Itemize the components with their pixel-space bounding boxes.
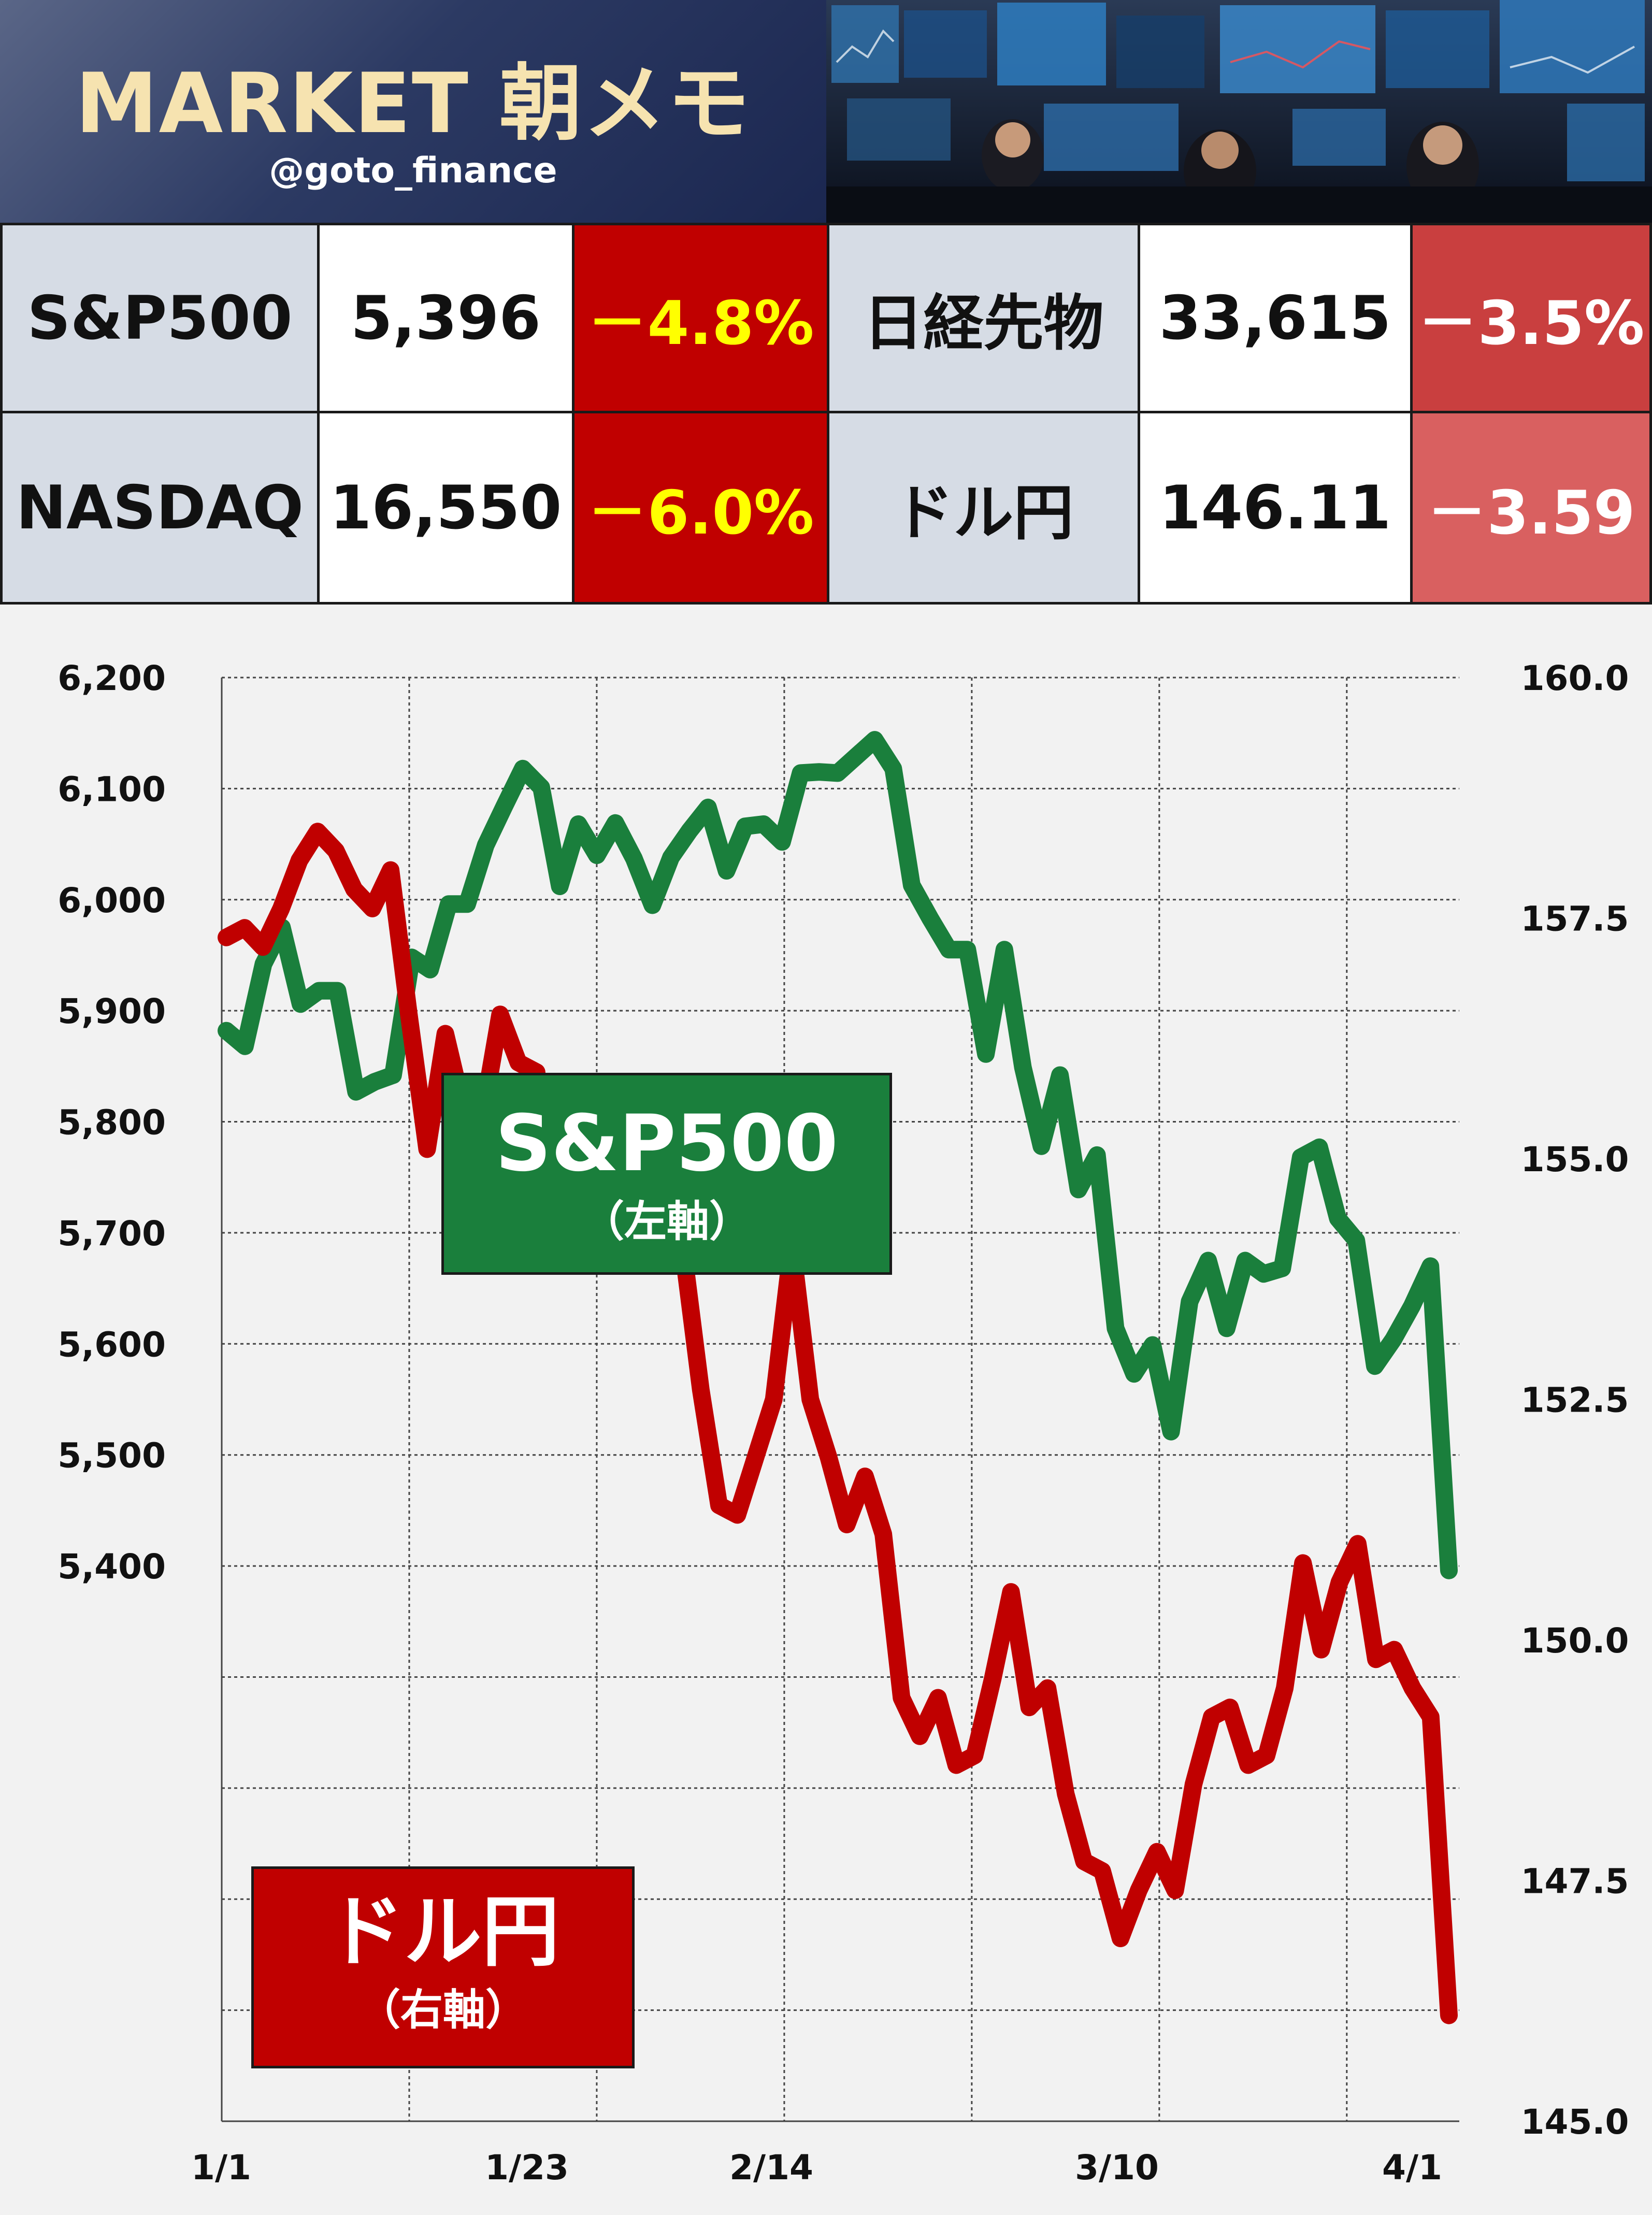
left-axis-tick-label: 5,900 <box>58 991 166 1031</box>
author-handle: @goto_finance <box>269 150 557 191</box>
grid-lines <box>221 677 1459 2122</box>
nasdaq-change: －6.0% <box>572 411 829 605</box>
x-axis-tick-label: 4/1 <box>1382 2148 1442 2188</box>
dual-axis-line-chart: 6,200 6,100 6,000 5,900 5,800 5,700 5,600 5,500… <box>0 605 1652 2215</box>
usdjpy-label: ドル円 <box>827 411 1140 605</box>
right-axis-tick-label: 155.0 <box>1521 1140 1629 1180</box>
sp500-legend-axis: （左軸） <box>581 1197 752 1246</box>
left-axis-ticks: 6,200 6,100 6,000 5,900 5,800 5,700 5,600 5,500… <box>58 658 166 1587</box>
market-stats-table: S&P500 5,396 －4.8% 日経先物 33,615 －3.5% NAS… <box>0 223 1652 605</box>
nikkei-futures-change: －3.5% <box>1410 223 1652 413</box>
x-axis-tick-label: 1/23 <box>485 2148 569 2188</box>
right-axis-tick-label: 145.0 <box>1521 2102 1629 2142</box>
nikkei-futures-value: 33,615 <box>1138 223 1413 413</box>
x-axis-tick-label: 1/1 <box>191 2148 251 2188</box>
usdjpy-legend-axis: （右軸） <box>357 1986 528 2035</box>
left-axis-tick-label: 5,600 <box>58 1325 166 1364</box>
x-axis-ticks: 1/1 1/23 2/14 3/10 4/1 <box>191 2148 1442 2188</box>
series-lines <box>218 731 1458 2024</box>
sp500-value: 5,396 <box>317 223 574 413</box>
nasdaq-value: 16,550 <box>317 411 574 605</box>
usdjpy-legend-name: ドル円 <box>326 1887 559 1977</box>
right-axis-ticks: 160.0 157.5 155.0 152.5 150.0 147.5 145.0 <box>1521 658 1629 2142</box>
right-axis-tick-label: 152.5 <box>1521 1380 1629 1420</box>
left-axis-tick-label: 5,800 <box>58 1103 166 1143</box>
left-axis-tick-label: 6,200 <box>58 658 166 698</box>
header-banner: MARKET 朝メモ @goto_finance <box>0 0 826 223</box>
right-axis-tick-label: 157.5 <box>1521 899 1629 939</box>
left-axis-tick-label: 5,700 <box>58 1214 166 1254</box>
left-axis-tick-label: 5,500 <box>58 1436 166 1476</box>
chart-canvas: 6,200 6,100 6,000 5,900 5,800 5,700 5,600 5,500… <box>58 658 1629 2188</box>
x-axis-tick-label: 3/10 <box>1075 2148 1159 2188</box>
x-axis-tick-label: 2/14 <box>729 2148 813 2188</box>
nasdaq-label: NASDAQ <box>0 411 320 605</box>
page-title: MARKET 朝メモ <box>75 55 751 152</box>
usdjpy-value: 146.11 <box>1138 411 1413 605</box>
left-axis-tick-label: 5,400 <box>58 1547 166 1587</box>
usdjpy-line <box>218 823 1458 2024</box>
right-axis-tick-label: 160.0 <box>1521 658 1629 698</box>
trading-floor-photo <box>826 0 1652 223</box>
usdjpy-change: －3.59 <box>1410 411 1652 605</box>
sp500-label: S&P500 <box>0 223 320 413</box>
usdjpy-legend-box: ドル円 （右軸） <box>251 1866 635 2068</box>
sp500-line <box>218 731 1458 1579</box>
nikkei-futures-label: 日経先物 <box>827 223 1140 413</box>
right-axis-tick-label: 147.5 <box>1521 1862 1629 1902</box>
right-axis-tick-label: 150.0 <box>1521 1621 1629 1661</box>
left-axis-tick-label: 6,100 <box>58 769 166 809</box>
sp500-legend-box: S&P500 （左軸） <box>441 1073 892 1275</box>
left-axis-tick-label: 6,000 <box>58 881 166 920</box>
sp500-legend-name: S&P500 <box>495 1099 838 1189</box>
sp500-change: －4.8% <box>572 223 829 413</box>
